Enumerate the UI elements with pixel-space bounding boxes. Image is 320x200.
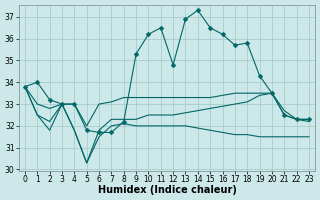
X-axis label: Humidex (Indice chaleur): Humidex (Indice chaleur) [98,185,236,195]
